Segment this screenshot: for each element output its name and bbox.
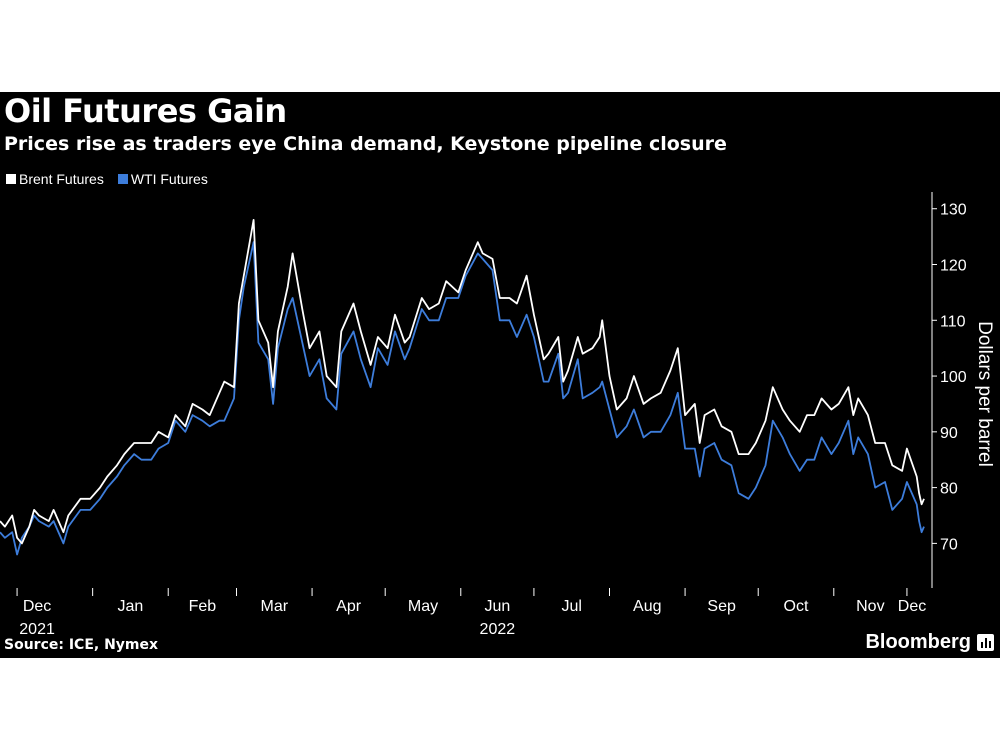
y-axis-title: Dollars per barrel <box>974 321 995 467</box>
x-tick-label: Jun <box>484 598 510 615</box>
x-tick-label: Mar <box>260 598 288 615</box>
legend-label-brent: Brent Futures <box>19 171 104 187</box>
x-year-label: 2021 <box>19 621 55 638</box>
y-tick-label: 80 <box>940 481 958 498</box>
chart-subtitle: Prices rise as traders eye China demand,… <box>4 133 727 155</box>
line-chart: 70 80 90 100 110 120 130 Dollars per barrel Dec J… <box>0 192 995 638</box>
x-tick-label: Dec <box>23 598 51 615</box>
chart-panel: Oil Futures Gain Prices rise as traders … <box>0 92 1000 658</box>
legend-swatch-brent <box>6 174 16 184</box>
x-tick-label: May <box>408 598 438 615</box>
legend-item-brent: Brent Futures <box>6 171 104 187</box>
y-tick-label: 70 <box>940 536 958 553</box>
x-tick-label: Jul <box>561 598 581 615</box>
brand-name: Bloomberg <box>865 630 971 653</box>
y-tick-label: 130 <box>940 202 967 219</box>
legend: Brent Futures WTI Futures <box>6 170 222 188</box>
x-tick-label: Aug <box>633 598 661 615</box>
chart-title: Oil Futures Gain <box>4 92 287 130</box>
x-tick-label: Feb <box>189 598 217 615</box>
x-tick-label: Dec <box>898 598 926 615</box>
y-tick-label: 120 <box>940 258 967 275</box>
source-note: Source: ICE, Nymex <box>4 637 159 653</box>
y-tick-label: 90 <box>940 425 958 442</box>
bloomberg-bars-icon <box>977 633 994 651</box>
bloomberg-logo: Bloomberg <box>865 630 994 654</box>
legend-item-wti: WTI Futures <box>117 171 208 187</box>
legend-label-wti: WTI Futures <box>130 171 208 187</box>
legend-swatch-wti <box>117 174 128 184</box>
x-tick-label: Nov <box>856 598 884 615</box>
brent-futures-line <box>0 219 925 545</box>
y-tick-label: 100 <box>940 369 967 386</box>
x-tick-label: Jan <box>118 598 144 615</box>
x-tick-label: Sep <box>707 598 736 615</box>
wti-futures-line <box>0 241 925 556</box>
y-tick-label: 110 <box>940 313 966 330</box>
x-tick-label: Apr <box>336 598 362 615</box>
x-tick-label: Oct <box>784 598 809 615</box>
x-year-label: 2022 <box>480 621 516 638</box>
